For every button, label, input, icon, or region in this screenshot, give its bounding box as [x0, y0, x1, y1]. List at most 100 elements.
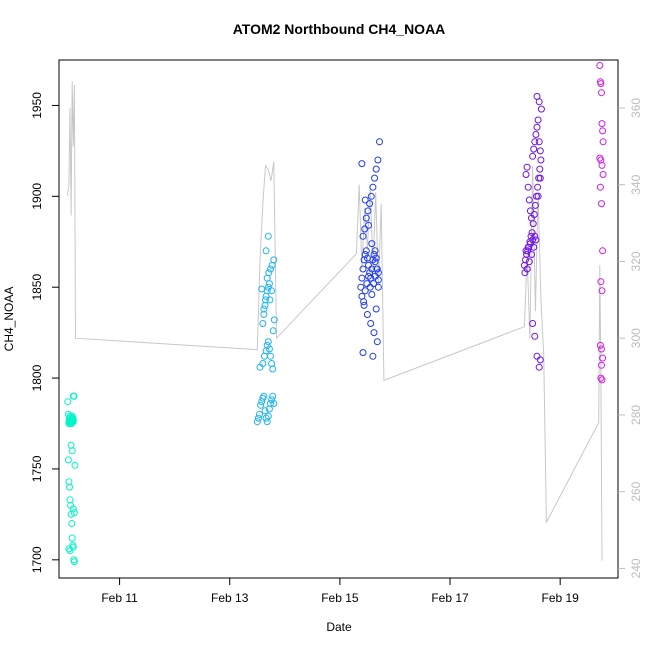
data-point [598, 376, 606, 384]
data-point [596, 183, 604, 191]
data-point [358, 160, 366, 168]
data-point [529, 152, 537, 160]
data-point [66, 547, 74, 555]
data-point [598, 161, 606, 169]
data-point [369, 352, 377, 360]
data-point [256, 410, 263, 418]
data-point [358, 274, 366, 282]
x-axis-label: Date [326, 620, 352, 634]
data-point [259, 320, 267, 327]
data-point [597, 374, 605, 382]
data-point [260, 305, 268, 313]
data-point [359, 265, 367, 273]
data-point [368, 240, 376, 248]
data-point [65, 545, 73, 553]
y-axis-label: CH4_NOAA [2, 287, 16, 352]
data-point [368, 291, 376, 298]
data-point [522, 171, 530, 178]
data-point [525, 258, 533, 266]
data-point [531, 332, 539, 340]
data-point [70, 558, 78, 566]
data-point [363, 280, 371, 288]
x-tick-label: Feb 17 [431, 591, 469, 605]
data-point [598, 361, 605, 369]
data-point [526, 240, 534, 248]
data-point [529, 320, 537, 327]
data-point [599, 354, 607, 362]
data-point [531, 201, 539, 209]
data-point [374, 156, 382, 164]
data-point [367, 192, 375, 200]
y-tick-label: 1900 [30, 183, 44, 210]
y-tick-label: 1750 [30, 455, 44, 482]
data-point [367, 320, 375, 327]
data-point [370, 329, 378, 337]
data-point [597, 278, 605, 286]
data-point [536, 147, 544, 155]
data-point [364, 207, 372, 215]
data-point [371, 258, 379, 266]
data-point [67, 441, 75, 449]
x-axis: Feb 11 Feb 13 Feb 15 Feb 17 Feb 19 [101, 578, 579, 605]
data-point [537, 156, 545, 164]
data-point [534, 116, 542, 124]
data-point [366, 283, 374, 291]
data-point [263, 418, 271, 426]
data-point [260, 392, 268, 400]
data-point [598, 287, 606, 295]
data-point [262, 414, 270, 422]
data-point [367, 274, 375, 282]
x-tick-label: Feb 13 [211, 591, 249, 605]
data-point [370, 251, 378, 258]
data-point [269, 327, 277, 335]
x-tick-label: Feb 11 [101, 591, 138, 605]
data-point [531, 232, 539, 240]
data-point [522, 247, 530, 255]
y2-tick-label: 280 [629, 405, 643, 425]
plot-frame [58, 59, 619, 579]
data-point [266, 296, 274, 304]
data-point [269, 365, 277, 373]
data-point [69, 418, 77, 426]
data-point [270, 400, 278, 407]
y-tick-label: 1700 [30, 546, 44, 573]
data-point [532, 131, 540, 138]
x-tick-label: Feb 15 [321, 591, 359, 605]
y-axis-left: 1700 1750 1800 1850 1900 1950 [30, 92, 59, 573]
data-point [374, 276, 382, 284]
y2-tick-label: 300 [629, 328, 643, 348]
data-point [533, 123, 541, 131]
data-point [596, 62, 604, 69]
data-point [597, 80, 605, 88]
data-point [521, 269, 529, 277]
data-point [599, 247, 607, 255]
data-point [258, 285, 266, 293]
data-point [535, 138, 543, 146]
data-point [361, 225, 369, 233]
data-point [270, 256, 278, 264]
data-point [372, 165, 380, 173]
data-point [68, 447, 76, 455]
data-point [535, 98, 543, 106]
data-point [70, 509, 78, 517]
data-point [267, 400, 274, 407]
data-point [359, 232, 367, 240]
data-point [598, 120, 606, 128]
data-point [359, 349, 367, 357]
data-point [361, 196, 369, 204]
x-tick-label: Feb 19 [541, 591, 579, 605]
secondary-line [66, 81, 603, 561]
data-point [357, 283, 365, 291]
data-point [369, 183, 377, 191]
data-point [535, 363, 543, 371]
chart-title: ATOM2 Northbound CH4_NOAA [233, 21, 446, 37]
data-point [523, 265, 531, 273]
data-point [268, 396, 276, 404]
data-point [269, 392, 277, 400]
data-point [366, 200, 374, 208]
data-point [65, 478, 73, 486]
data-point [263, 341, 271, 349]
data-point [71, 461, 79, 469]
data-point [365, 221, 372, 229]
data-point [264, 412, 272, 420]
